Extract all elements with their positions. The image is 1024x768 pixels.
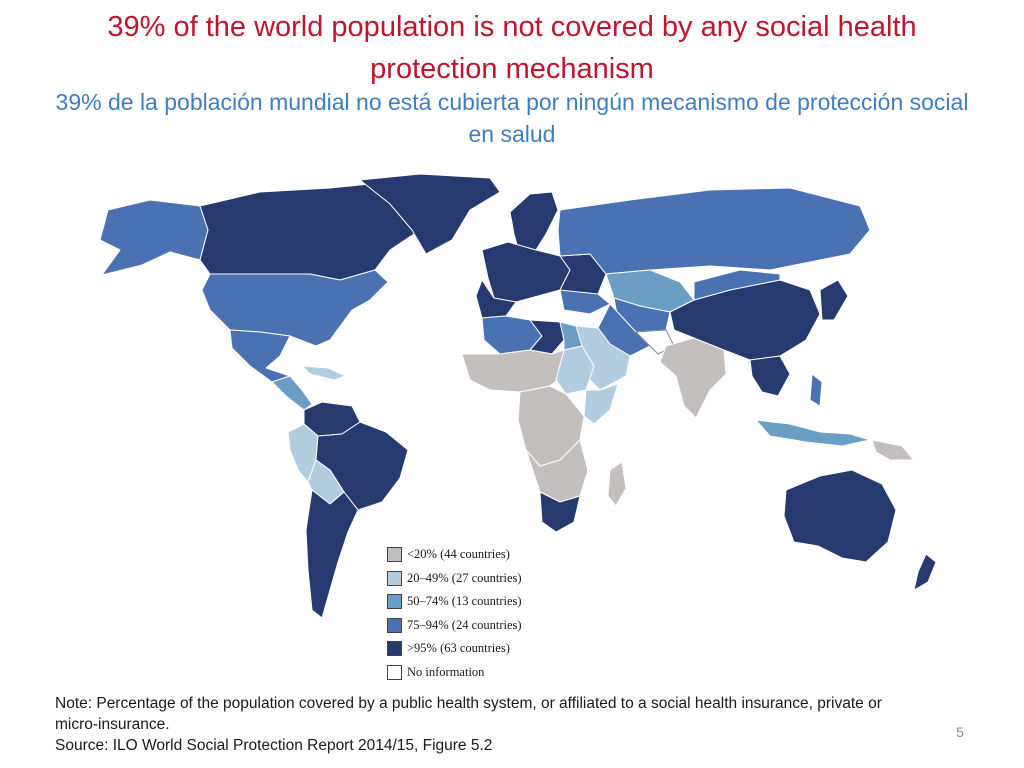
map-region-greenland [359,173,501,255]
page-number: 5 [956,724,964,740]
map-region-indonesia [755,419,871,447]
map-region-sahel [461,349,571,393]
legend-label: >95% (63 countries) [407,641,510,656]
map-region-australia [783,469,897,563]
legend-swatch [387,664,402,680]
legend-item: 20–49% (27 countries) [387,567,547,591]
legend-swatch [387,547,402,563]
map-region-mongolia [693,269,781,301]
map-region-usa [201,269,389,347]
legend-item: 75–94% (24 countries) [387,614,547,638]
legend-swatch [387,594,402,610]
map-region-russia [557,187,871,275]
map-legend: <20% (44 countries) 20–49% (27 countries… [387,543,547,684]
map-region-madagascar [607,461,627,507]
footnote-note: Note: Percentage of the population cover… [55,695,882,733]
map-region-argentina-chile [305,489,359,619]
map-region-caribbean [301,365,347,381]
legend-label: No information [407,664,485,679]
legend-label: <20% (44 countries) [407,547,510,562]
slide-title-spanish: 39% de la población mundial no está cubi… [55,89,969,147]
footnote-source: Source: ILO World Social Protection Repo… [55,737,493,754]
map-region-philippines [809,373,823,407]
map-region-japan-korea [819,279,849,321]
legend-swatch [387,617,402,633]
map-region-new-zealand [913,553,937,591]
world-coverage-map [99,173,937,619]
legend-item: >95% (63 countries) [387,637,547,661]
footnote: Note: Percentage of the population cover… [55,693,895,756]
legend-item: <20% (44 countries) [387,543,547,567]
map-region-central-america [271,375,313,411]
legend-swatch [387,641,402,657]
map-region-papua [871,439,915,461]
map-region-western-europe [481,241,571,303]
map-region-south-africa [539,491,581,533]
legend-label: 75–94% (24 countries) [407,617,522,632]
legend-swatch [387,570,402,586]
map-region-mexico [229,329,291,383]
map-region-india [659,337,727,419]
legend-label: 50–74% (13 countries) [407,594,522,609]
slide-title-english: 39% of the world population is not cover… [107,11,917,85]
legend-item: No information [387,661,547,685]
legend-label: 20–49% (27 countries) [407,570,522,585]
map-region-scandinavia [509,191,559,257]
map-region-southeast-asia [749,355,791,397]
map-region-horn-of-africa [583,383,619,425]
map-region-turkey [559,289,611,315]
legend-item: 50–74% (13 countries) [387,590,547,614]
map-region-alaska [99,199,209,276]
map-region-canada [199,181,421,281]
